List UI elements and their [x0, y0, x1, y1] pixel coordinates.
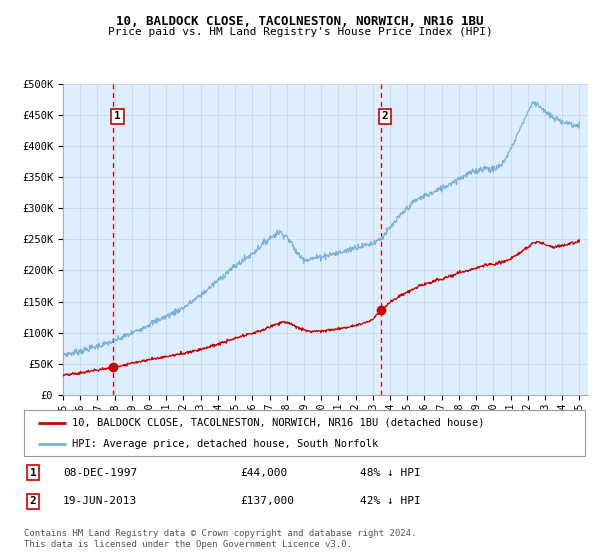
Text: £44,000: £44,000: [240, 468, 287, 478]
Text: 19-JUN-2013: 19-JUN-2013: [63, 496, 137, 506]
Text: 1: 1: [29, 468, 37, 478]
Text: 42% ↓ HPI: 42% ↓ HPI: [360, 496, 421, 506]
Text: 2: 2: [382, 111, 389, 122]
Text: 10, BALDOCK CLOSE, TACOLNESTON, NORWICH, NR16 1BU (detached house): 10, BALDOCK CLOSE, TACOLNESTON, NORWICH,…: [71, 418, 484, 428]
Text: Contains HM Land Registry data © Crown copyright and database right 2024.
This d: Contains HM Land Registry data © Crown c…: [24, 529, 416, 549]
Text: 2: 2: [29, 496, 37, 506]
Text: £137,000: £137,000: [240, 496, 294, 506]
Text: 1: 1: [114, 111, 121, 122]
Text: HPI: Average price, detached house, South Norfolk: HPI: Average price, detached house, Sout…: [71, 439, 378, 449]
Text: 08-DEC-1997: 08-DEC-1997: [63, 468, 137, 478]
Text: Price paid vs. HM Land Registry's House Price Index (HPI): Price paid vs. HM Land Registry's House …: [107, 27, 493, 37]
Text: 48% ↓ HPI: 48% ↓ HPI: [360, 468, 421, 478]
Text: 10, BALDOCK CLOSE, TACOLNESTON, NORWICH, NR16 1BU: 10, BALDOCK CLOSE, TACOLNESTON, NORWICH,…: [116, 15, 484, 27]
